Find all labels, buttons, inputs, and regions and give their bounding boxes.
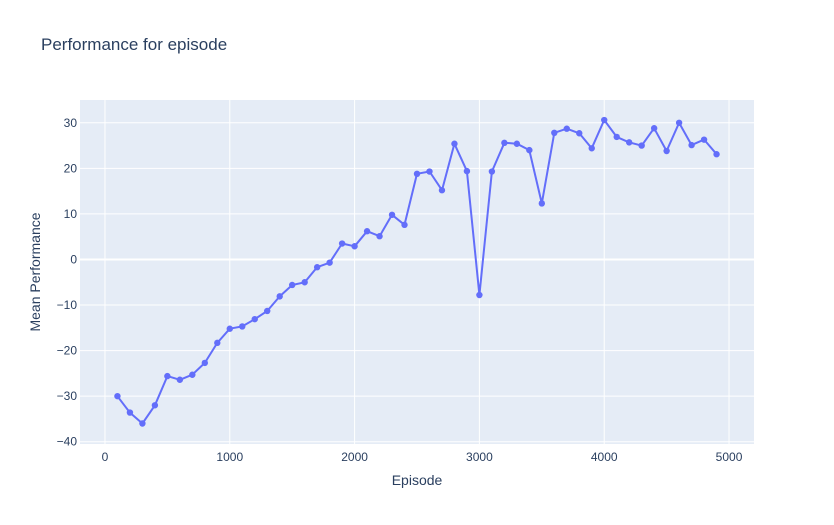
data-point[interactable] (650, 125, 658, 132)
data-point[interactable] (326, 259, 333, 266)
data-point[interactable] (151, 402, 159, 409)
data-point[interactable] (413, 170, 421, 178)
data-point[interactable] (189, 371, 196, 378)
y-tick-label: −40 (57, 435, 78, 449)
x-tick-label: 2000 (341, 450, 368, 464)
data-point[interactable] (201, 359, 209, 367)
y-axis-title: Mean Performance (27, 212, 43, 331)
data-point[interactable] (276, 293, 283, 300)
y-tick-label: 20 (64, 161, 78, 175)
data-point[interactable] (526, 146, 533, 154)
y-axis-ticks: −40 −30 −20 −10 0 10 20 30 (57, 116, 78, 449)
data-point[interactable] (713, 151, 720, 158)
data-point[interactable] (538, 200, 546, 207)
data-point[interactable] (426, 168, 433, 175)
data-point[interactable] (313, 264, 321, 271)
data-point[interactable] (576, 130, 583, 137)
data-point[interactable] (588, 145, 595, 152)
data-point[interactable] (625, 139, 633, 146)
data-point[interactable] (363, 228, 371, 235)
x-tick-label: 0 (102, 450, 109, 464)
x-axis-title: Episode (392, 472, 443, 488)
data-point[interactable] (214, 339, 221, 347)
series-layer (114, 116, 720, 427)
data-point[interactable] (176, 376, 184, 383)
x-tick-label: 4000 (591, 450, 618, 464)
data-point[interactable] (338, 240, 346, 247)
data-point[interactable] (688, 141, 695, 149)
y-tick-label: −20 (57, 344, 78, 358)
data-point[interactable] (513, 140, 521, 147)
data-point[interactable] (613, 133, 620, 141)
data-point[interactable] (251, 315, 258, 323)
y-tick-label: 0 (70, 252, 77, 266)
data-point[interactable] (700, 136, 708, 143)
x-tick-label: 5000 (716, 450, 743, 464)
data-point[interactable] (463, 167, 471, 175)
data-point[interactable] (139, 420, 146, 427)
data-point[interactable] (451, 140, 458, 147)
x-axis-ticks: 0 1000 2000 3000 4000 5000 (102, 450, 743, 464)
data-point[interactable] (601, 116, 608, 124)
data-point[interactable] (638, 142, 645, 149)
data-point[interactable] (264, 307, 271, 315)
data-point[interactable] (226, 325, 233, 332)
data-point[interactable] (114, 392, 121, 400)
data-point[interactable] (351, 243, 358, 250)
gridlines (80, 100, 754, 444)
data-point[interactable] (288, 281, 296, 289)
data-point[interactable] (551, 129, 558, 137)
data-point[interactable] (675, 119, 683, 126)
data-point[interactable] (301, 279, 308, 286)
y-tick-label: −10 (57, 298, 78, 312)
y-tick-label: 10 (64, 207, 78, 221)
y-tick-label: −30 (57, 389, 78, 403)
y-tick-label: 30 (64, 116, 78, 130)
data-point[interactable] (488, 168, 496, 175)
data-point[interactable] (476, 291, 483, 299)
x-tick-label: 3000 (466, 450, 493, 464)
data-point[interactable] (438, 187, 446, 194)
data-point[interactable] (388, 211, 396, 219)
plot-area (80, 100, 754, 444)
data-point[interactable] (126, 409, 134, 416)
data-point[interactable] (401, 221, 408, 229)
data-point[interactable] (663, 147, 670, 155)
data-point[interactable] (501, 139, 508, 147)
data-point[interactable] (563, 125, 570, 132)
data-point[interactable] (376, 233, 383, 240)
data-point[interactable] (239, 323, 246, 330)
chart-title: Performance for episode (41, 35, 227, 54)
data-point[interactable] (164, 372, 171, 380)
x-tick-label: 1000 (216, 450, 243, 464)
